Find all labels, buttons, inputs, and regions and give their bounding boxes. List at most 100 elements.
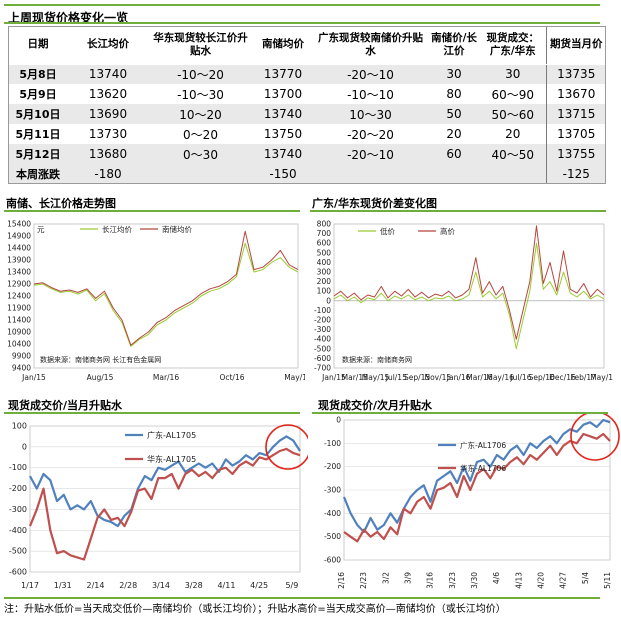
- y-tick-label: 12900: [7, 280, 31, 289]
- x-tick-label: 5/11: [603, 572, 612, 589]
- x-tick-label: Mar/16: [153, 373, 179, 382]
- series-line: [33, 230, 299, 346]
- table-row: 5月8日 13740 -10～20 13770 -20～10 30 30 137…: [8, 64, 606, 84]
- x-tick-label: 4/27: [559, 572, 568, 589]
- highlight-circle: [570, 414, 620, 461]
- x-tick-label: May/15: [362, 373, 390, 382]
- x-tick-label: Feb/17: [571, 373, 597, 382]
- series-line: [29, 435, 301, 528]
- x-tick-label: 3/9: [404, 572, 413, 584]
- x-tick-label: Aug/15: [87, 373, 114, 382]
- y-tick-label: -100: [324, 439, 341, 448]
- transaction-cell: 40～50: [480, 144, 546, 164]
- x-tick-label: 2/28: [119, 581, 137, 590]
- header-spread: 南储价/长江价: [428, 26, 480, 65]
- series-line: [333, 242, 605, 350]
- y-tick-label: -300: [9, 505, 27, 514]
- y-tick-label: 15400: [7, 220, 31, 229]
- y-tick-label: 9900: [12, 352, 31, 361]
- legend-label: 广东-AL1706: [460, 440, 506, 450]
- transaction-cell: 60～90: [480, 84, 546, 104]
- y-tick-label: 13400: [7, 268, 31, 277]
- y-tick-label: -300: [314, 325, 331, 334]
- plot-area: [333, 223, 605, 369]
- x-tick-label: Jan/15: [321, 373, 346, 382]
- nanchu-cell: 13750: [253, 124, 313, 144]
- nanchu-cell: 13770: [253, 64, 313, 84]
- x-tick-label: Jan/16: [446, 373, 471, 382]
- price-trend-chart: 9400 9900 10400 10900 11400 11900 12400 12900 13…: [7, 220, 305, 383]
- x-tick-label: 4/11: [217, 581, 235, 590]
- header-futures: 期货当月价: [545, 26, 606, 65]
- futures-cell: 13670: [545, 84, 606, 104]
- y-tick-label: -600: [314, 354, 331, 363]
- x-tick-label: 5/9: [285, 581, 298, 590]
- spread-cell: 50: [428, 104, 480, 124]
- y-tick-label: -600: [324, 556, 341, 565]
- transaction-cell: 30: [480, 64, 546, 84]
- y-tick-label: 100: [12, 422, 27, 431]
- guangdong-premium-cell: -20～10: [313, 64, 428, 84]
- x-tick-label: Jan/15: [21, 373, 46, 382]
- next-month-premium-chart: -600 -500 -400 -300 -200 -100 0 2/16 2/23 3/2 3/9 3…: [324, 414, 620, 589]
- x-tick-label: 4/25: [250, 581, 268, 590]
- x-tick-label: 2/16: [337, 572, 346, 589]
- changjiang-cell: 13620: [68, 84, 148, 104]
- legend-label: 华东-AL1705: [147, 454, 196, 464]
- nanchu-cell: 13740: [253, 144, 313, 164]
- table-header-row: 日期 长江均价 华东现货较长江价升贴水 南储均价 广东现货较南储价升贴水 南储价…: [8, 26, 606, 65]
- y-tick-label: 700: [317, 229, 332, 238]
- date-cell: 5月12日: [8, 144, 68, 164]
- y-tick-label: 400: [317, 258, 332, 267]
- x-tick-label: 3/28: [185, 581, 203, 590]
- changjiang-cell: 13740: [68, 64, 148, 84]
- y-tick-label: 12400: [7, 292, 31, 301]
- x-tick-label: Mar/15: [342, 373, 368, 382]
- y-tick-label: -200: [314, 316, 331, 325]
- header-guangdong-premium: 广东现货较南储价升贴水: [313, 26, 428, 65]
- x-tick-label: Mar/16: [466, 373, 492, 382]
- plot-area: [33, 223, 299, 369]
- guangdong-premium-cell: 10～30: [313, 104, 428, 124]
- x-tick-label: 3/23: [448, 572, 457, 589]
- guangdong-premium-cell: -20～10: [313, 144, 428, 164]
- header-huadong-premium: 华东现货较长江价升贴水: [148, 26, 253, 65]
- x-tick-label: Jul/16: [509, 373, 531, 382]
- y-tick-label: -500: [314, 344, 331, 353]
- source-label: 数据来源：南储商务网 长江有色金属网: [40, 355, 161, 364]
- x-tick-label: 5/4: [581, 572, 590, 584]
- y-tick-label: 14900: [7, 232, 31, 241]
- y-tick-label: 0: [326, 296, 331, 305]
- highlight-circle: [265, 424, 308, 470]
- legend-label: 高价: [440, 226, 455, 236]
- futures-cell: 13705: [545, 124, 606, 144]
- source-label: 数据来源：南储商务网: [342, 355, 412, 364]
- table-row: 5月11日 13730 0～20 13750 -20～20 20 20 1370…: [8, 124, 606, 144]
- table-title: 上周现货价格变化一览: [8, 11, 129, 25]
- table-row: 5月9日 13620 -10～30 13700 -10～10 80 60～90 …: [8, 84, 606, 104]
- summary-row: 本周涨跌 -180 -150 -125: [8, 164, 606, 184]
- header-date: 日期: [8, 26, 68, 65]
- x-tick-label: 3/2: [381, 572, 390, 584]
- x-tick-label: May/16: [486, 373, 514, 382]
- x-tick-label: 4/20: [537, 572, 546, 589]
- spread-cell: 60: [428, 144, 480, 164]
- x-tick-label: Nov/15: [424, 373, 451, 382]
- chart4-title: 现货成交价/次月升贴水: [318, 399, 433, 412]
- x-tick-label: 4/13: [514, 572, 523, 589]
- y-tick-label: 11400: [7, 316, 31, 325]
- y-tick-label: 13900: [7, 256, 31, 265]
- x-tick-label: 1/31: [54, 581, 72, 590]
- header-transaction: 现货成交：广东/华东: [480, 26, 546, 65]
- y-tick-label: -100: [9, 463, 27, 472]
- nanchu-cell: 13740: [253, 104, 313, 124]
- summary-changjiang: -180: [68, 164, 148, 184]
- y-tick-label: 500: [317, 248, 332, 257]
- huadong-premium-cell: -10～30: [148, 84, 253, 104]
- y-tick-label: -200: [9, 484, 27, 493]
- guangdong-premium-cell: -10～10: [313, 84, 428, 104]
- series-line: [342, 418, 611, 534]
- y-tick-label: -200: [324, 462, 341, 471]
- y-tick-label: -400: [9, 526, 27, 535]
- spread-chart: -700-600-500-400-300-200-100010020030040…: [314, 220, 613, 383]
